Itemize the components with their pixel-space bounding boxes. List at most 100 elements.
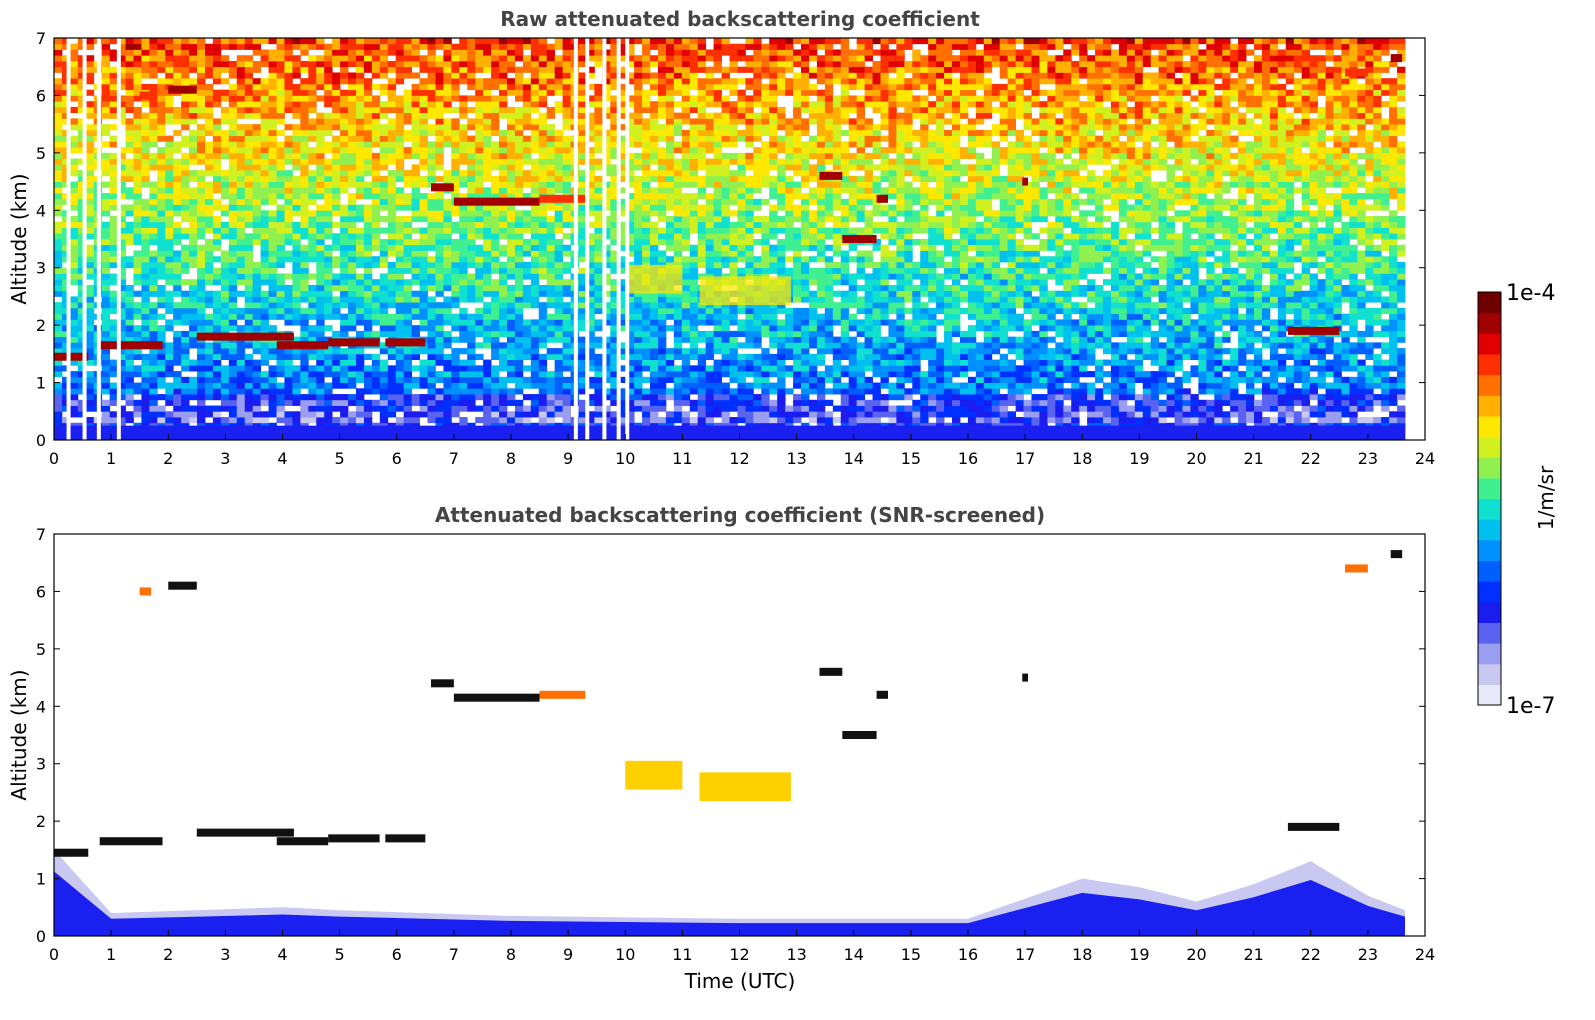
raw-noise-cell [348, 106, 357, 114]
raw-noise-cell [562, 382, 571, 389]
raw-noise-cell [61, 66, 71, 73]
raw-noise-cell [220, 365, 230, 372]
raw-noise-cell [212, 244, 222, 251]
raw-noise-cell [443, 250, 452, 257]
raw-noise-cell [491, 221, 500, 228]
raw-noise-cell [284, 38, 293, 45]
raw-noise-cell [324, 49, 333, 56]
raw-noise-cell [506, 348, 516, 355]
raw-noise-cell [657, 388, 667, 395]
raw-noise-cell [650, 244, 659, 251]
raw-noise-cell [554, 66, 564, 73]
raw-noise-cell [491, 193, 500, 200]
raw-noise-cell [594, 49, 603, 56]
raw-noise-cell [610, 382, 619, 389]
raw-noise-cell [125, 210, 134, 217]
raw-noise-cell [554, 371, 564, 378]
raw-noise-cell [292, 302, 301, 309]
raw-noise-cell [125, 89, 134, 96]
raw-noise-cell [181, 152, 190, 159]
raw-noise-cell [522, 325, 532, 332]
raw-noise-cell [101, 399, 111, 406]
raw-noise-cell [157, 106, 166, 114]
raw-noise-cell [467, 279, 476, 286]
raw-noise-cell [316, 319, 325, 326]
raw-noise-cell [300, 181, 309, 188]
raw-noise-cell [506, 204, 516, 211]
raw-noise-cell [546, 164, 556, 171]
raw-noise-cell [562, 319, 571, 326]
raw-noise-cell [77, 129, 87, 137]
raw-noise-cell [427, 216, 436, 223]
raw-noise-cell [212, 313, 222, 320]
raw-noise-cell [292, 147, 301, 154]
raw-noise-cell [212, 49, 222, 56]
raw-noise-cell [197, 382, 206, 389]
raw-noise-cell [506, 371, 516, 378]
raw-noise-cell [411, 129, 420, 137]
raw-noise-cell [300, 290, 309, 297]
raw-noise-cell [61, 302, 71, 309]
raw-noise-cell [173, 204, 182, 211]
raw-noise-cell [499, 273, 508, 280]
raw-noise-cell [141, 388, 150, 395]
raw-noise-cell [197, 279, 206, 286]
raw-noise-cell [157, 187, 166, 194]
raw-noise-cell [371, 330, 381, 338]
raw-noise-cell [69, 227, 79, 234]
raw-noise-cell [212, 95, 222, 102]
raw-noise-cell [586, 49, 595, 56]
raw-noise-cell [197, 204, 206, 211]
raw-noise-cell [578, 152, 587, 159]
raw-noise-cell [101, 152, 111, 159]
raw-noise-cell [594, 250, 603, 257]
raw-noise-cell [125, 302, 134, 309]
raw-noise-cell [260, 141, 269, 148]
raw-noise-cell [689, 376, 699, 383]
raw-noise-cell [618, 290, 627, 297]
raw-noise-cell [506, 124, 516, 131]
raw-noise-cell [54, 256, 63, 263]
raw-noise-cell [379, 376, 389, 383]
raw-noise-cell [300, 348, 309, 355]
raw-noise-cell [451, 261, 460, 269]
raw-noise-cell [483, 376, 492, 383]
raw-noise-cell [109, 239, 118, 246]
raw-noise-cell [85, 101, 95, 108]
raw-noise-cell [387, 279, 397, 286]
raw-noise-cell [681, 261, 691, 269]
raw-noise-cell [673, 198, 683, 205]
raw-noise-cell [586, 164, 595, 171]
raw-noise-cell [363, 250, 373, 257]
raw-noise-cell [411, 302, 420, 309]
raw-noise-cell [54, 193, 63, 200]
raw-noise-cell [268, 371, 277, 378]
raw-noise-cell [340, 187, 349, 194]
raw-noise-cell [276, 175, 285, 182]
raw-noise-cell [260, 158, 269, 165]
raw-noise-cell [530, 399, 540, 406]
raw-noise-cell [562, 147, 571, 154]
raw-noise-cell [268, 239, 277, 246]
raw-noise-cell [69, 141, 79, 148]
raw-noise-cell [300, 261, 309, 269]
raw-noise-cell [308, 210, 317, 217]
raw-noise-cell [586, 124, 595, 131]
raw-noise-cell [54, 382, 63, 389]
raw-noise-cell [268, 175, 277, 182]
raw-noise-cell [268, 261, 277, 269]
raw-noise-cell [443, 129, 452, 137]
raw-noise-cell [610, 319, 619, 326]
raw-noise-cell [626, 307, 635, 315]
raw-noise-cell [220, 256, 230, 263]
raw-noise-cell [642, 164, 651, 171]
raw-noise-cell [483, 216, 492, 223]
raw-noise-cell [435, 112, 444, 119]
raw-noise-cell [689, 296, 699, 303]
raw-noise-cell [467, 152, 476, 159]
raw-noise-cell [379, 302, 389, 309]
raw-noise-cell [197, 152, 206, 159]
raw-noise-cell [538, 66, 548, 73]
raw-noise-cell [77, 38, 87, 45]
raw-noise-cell [459, 239, 468, 246]
